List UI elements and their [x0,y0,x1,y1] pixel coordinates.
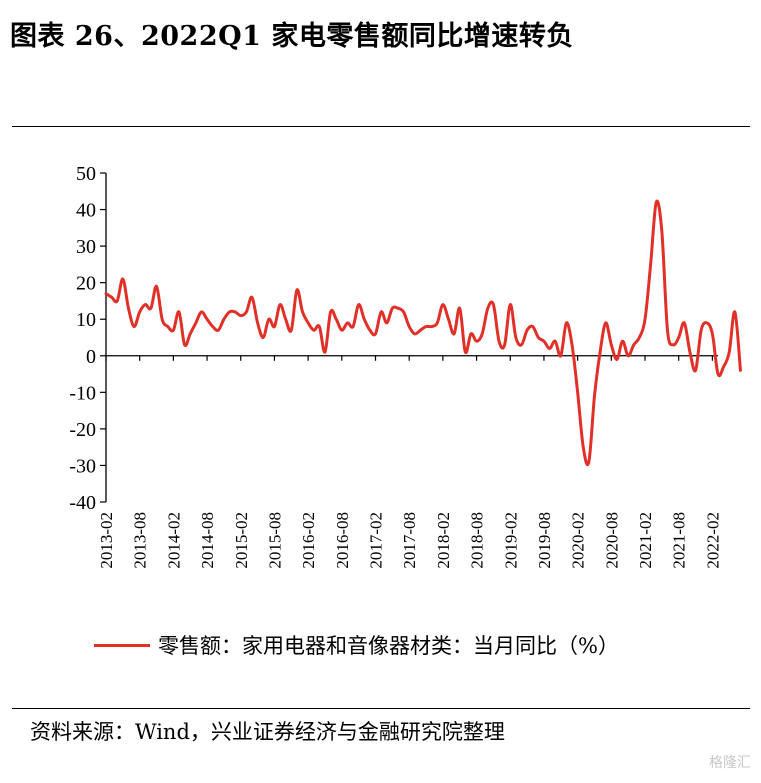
source-note: 资料来源：Wind，兴业证券经济与金融研究院整理 [30,720,505,744]
top-rule [12,126,750,127]
x-tick-label: 2020-02 [569,512,588,569]
y-tick-label: -20 [69,419,96,441]
legend-swatch [94,643,150,647]
y-tick-label: 40 [76,200,96,222]
y-axis: 50 40 30 20 10 0 -10 -20 -30 -40 [69,163,106,514]
y-tick-label: -30 [69,455,96,477]
x-tick-label: 2019-08 [535,512,554,569]
bottom-rule [12,708,750,709]
x-tick-label: 2017-02 [367,512,386,569]
x-tick-label: 2022-02 [703,512,722,569]
x-tick-label: 2020-08 [602,512,621,569]
x-tick-label: 2015-08 [265,512,284,569]
x-axis: 2013-02 2013-08 2014-02 2014-08 2015-02 2015-… [97,355,722,569]
x-tick-label: 2013-08 [131,512,150,569]
y-tick-label: -40 [69,492,96,514]
y-tick-label: 30 [76,236,96,258]
x-tick-label: 2016-02 [299,512,318,569]
x-tick-label: 2018-08 [468,512,487,569]
y-tick-label: -10 [69,382,96,404]
x-tick-label: 2017-08 [400,512,419,569]
y-tick-label: 20 [76,273,96,295]
axes [105,173,718,502]
watermark: 格隆汇 [709,755,751,771]
x-tick-label: 2021-02 [636,512,655,569]
series-line [104,199,742,467]
y-tick-label: 0 [86,346,96,368]
x-tick-label: 2016-08 [333,512,352,569]
chart-title: 图表 26、2022Q1 家电零售额同比增速转负 [10,21,574,52]
legend-label: 零售额：家用电器和音像器材类：当月同比（%） [158,634,619,658]
x-tick-label: 2015-02 [232,512,251,569]
y-tick-label: 10 [76,309,96,331]
x-tick-label: 2014-02 [164,512,183,569]
y-tick-label: 50 [76,163,96,185]
x-tick-label: 2021-08 [670,512,689,569]
x-tick-label: 2013-02 [97,512,116,569]
legend: 零售额：家用电器和音像器材类：当月同比（%） [94,630,619,660]
x-tick-label: 2014-08 [198,512,217,569]
x-tick-label: 2019-02 [501,512,520,569]
x-tick-label: 2018-02 [434,512,453,569]
